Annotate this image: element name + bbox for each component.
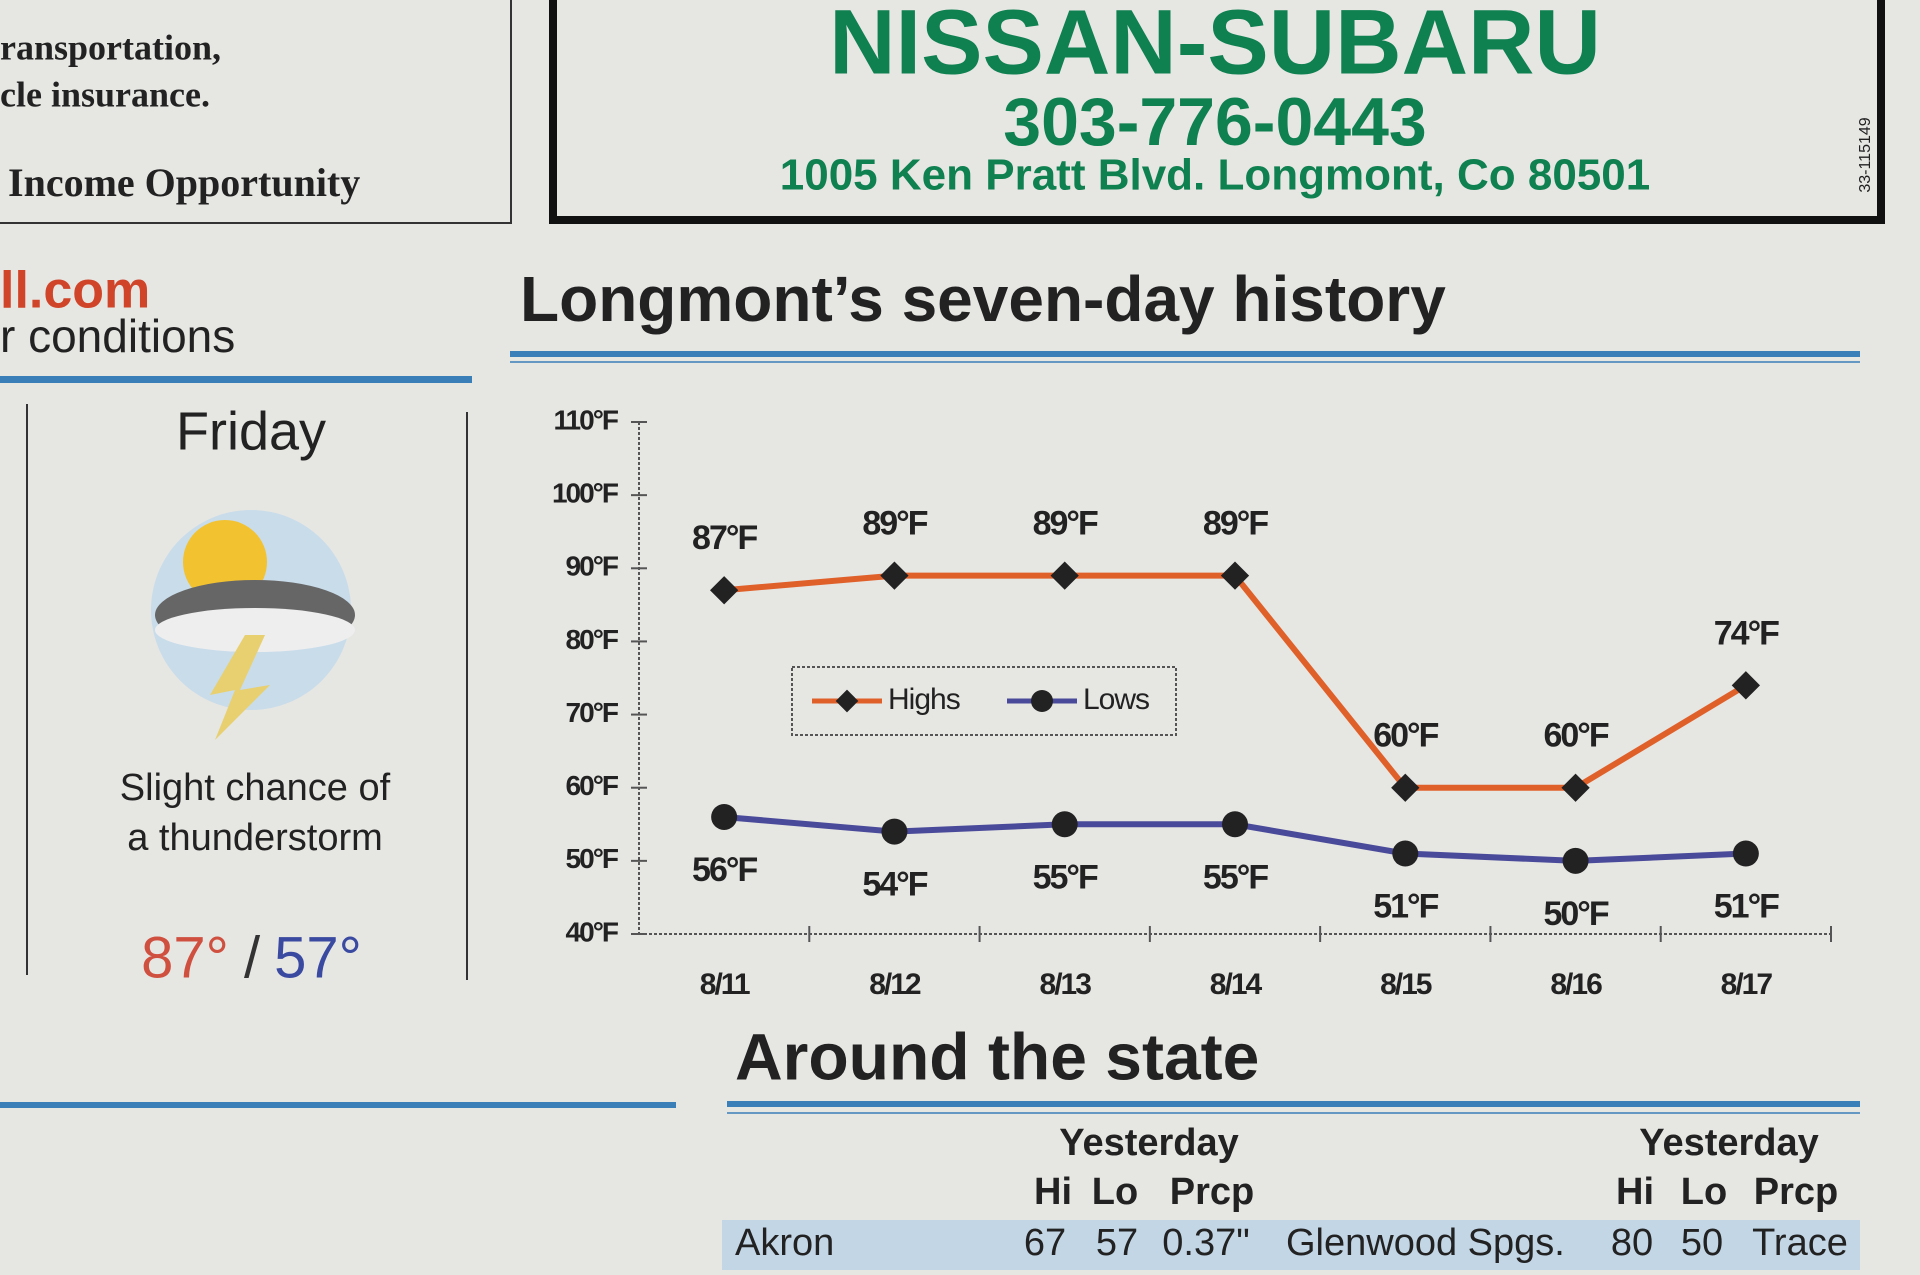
legend-marker xyxy=(835,689,859,713)
forecast-high: 87° xyxy=(141,925,229,990)
y-tick-label: 110°F xyxy=(554,404,619,435)
chart: 40°F 50°F 60°F 70°F 80°F 90°F 100°F 110°F 8/11 8/… xyxy=(552,404,1832,1001)
site-tagline: r conditions xyxy=(0,310,235,362)
ad-box xyxy=(549,0,1885,224)
chart-title: Longmont’s seven-day history xyxy=(520,263,1446,335)
point xyxy=(1222,811,1248,838)
table-header: Lo xyxy=(1092,1171,1138,1213)
rule xyxy=(727,1101,1860,1107)
rule xyxy=(510,351,1860,357)
weather-icon xyxy=(151,510,355,740)
data-label: 89°F xyxy=(1033,505,1098,543)
rule xyxy=(0,1102,676,1108)
site-url: ll.com xyxy=(0,262,150,320)
ad-code: 33-115149 xyxy=(1857,117,1874,192)
point xyxy=(1220,561,1250,590)
table-group: Yesterday xyxy=(1059,1122,1239,1164)
table-cell: 67 xyxy=(1024,1222,1066,1264)
point xyxy=(711,803,738,830)
point xyxy=(1391,773,1420,802)
x-tick-label: 8/17 xyxy=(1721,968,1773,1001)
data-label: 60°F xyxy=(1373,717,1438,755)
forecast-text: Slight chance of xyxy=(120,767,391,809)
point xyxy=(1731,671,1760,700)
table-cell: 0.37" xyxy=(1162,1222,1249,1264)
legend-label: Highs xyxy=(888,683,960,716)
y-tick-label: 100°F xyxy=(552,478,619,509)
table-cell: 50 xyxy=(1681,1222,1723,1264)
data-label: 56°F xyxy=(692,851,757,889)
ad-line: cle insurance. xyxy=(0,74,210,114)
x-tick-label: 8/14 xyxy=(1210,968,1263,1001)
ad-name: NISSAN-SUBARU xyxy=(829,0,1601,93)
forecast-day: Friday xyxy=(176,401,326,461)
point xyxy=(881,818,908,845)
legend-marker xyxy=(1031,690,1053,712)
point xyxy=(1732,840,1759,867)
ad-line: Income Opportunity xyxy=(8,160,360,205)
ad-address: 1005 Ken Pratt Blvd. Longmont, Co 80501 xyxy=(780,151,1650,200)
point xyxy=(1562,847,1589,874)
ad-line: ransportation, xyxy=(0,27,221,67)
y-tick-label: 50°F xyxy=(566,843,619,874)
forecast-low: 57° xyxy=(274,925,362,990)
rule xyxy=(0,376,472,383)
table-cell: Trace xyxy=(1752,1222,1848,1264)
table-cell: 80 xyxy=(1611,1222,1653,1264)
data-label: 55°F xyxy=(1203,858,1268,896)
y-tick-label: 90°F xyxy=(566,551,619,582)
legend-label: Lows xyxy=(1083,683,1149,716)
y-tick-label: 70°F xyxy=(566,697,619,728)
table-cell: 57 xyxy=(1096,1222,1138,1264)
ad-phone: 303-776-0443 xyxy=(1003,84,1426,160)
data-label: 89°F xyxy=(862,505,927,543)
legend-box xyxy=(791,666,1177,736)
table-group: Yesterday xyxy=(1639,1122,1819,1164)
x-tick-label: 8/15 xyxy=(1380,968,1432,1001)
data-label: 51°F xyxy=(1373,888,1438,926)
data-label: 50°F xyxy=(1543,895,1608,933)
section-title: Around the state xyxy=(735,1019,1259,1093)
data-label: 74°F xyxy=(1714,614,1779,652)
table-header: Hi xyxy=(1034,1171,1072,1213)
table: Yesterday Hi Lo Prcp Yesterday Hi Lo Prcp Akron 6… xyxy=(735,1122,1848,1264)
row-band xyxy=(722,1220,1860,1270)
point xyxy=(1392,840,1419,867)
y-tick-label: 40°F xyxy=(566,916,619,947)
data-label: 89°F xyxy=(1203,505,1268,543)
table-header: Hi xyxy=(1616,1171,1654,1213)
x-tick-label: 8/11 xyxy=(700,968,750,1001)
table-header: Prcp xyxy=(1170,1171,1254,1213)
point xyxy=(880,561,909,590)
data-label: 60°F xyxy=(1543,717,1608,755)
y-tick-label: 80°F xyxy=(566,624,619,655)
left-ad-box xyxy=(0,0,512,224)
table-header: Lo xyxy=(1681,1171,1727,1213)
forecast-text: a thunderstorm xyxy=(127,817,383,859)
point xyxy=(1051,811,1078,838)
y-tick-label: 60°F xyxy=(566,770,619,801)
point xyxy=(710,576,739,605)
x-tick-label: 8/12 xyxy=(869,968,921,1001)
data-label: 54°F xyxy=(862,866,927,904)
table-cell: Glenwood Spgs. xyxy=(1286,1222,1565,1264)
table-cell: Akron xyxy=(735,1222,834,1264)
data-label: 51°F xyxy=(1714,888,1779,926)
forecast-separator: / xyxy=(244,925,261,990)
data-label: 87°F xyxy=(692,519,757,557)
table-header: Prcp xyxy=(1754,1171,1838,1213)
data-label: 55°F xyxy=(1033,858,1098,896)
x-tick-label: 8/16 xyxy=(1550,968,1602,1001)
point xyxy=(1050,561,1079,590)
x-tick-label: 8/13 xyxy=(1040,968,1092,1001)
point xyxy=(1561,773,1590,802)
